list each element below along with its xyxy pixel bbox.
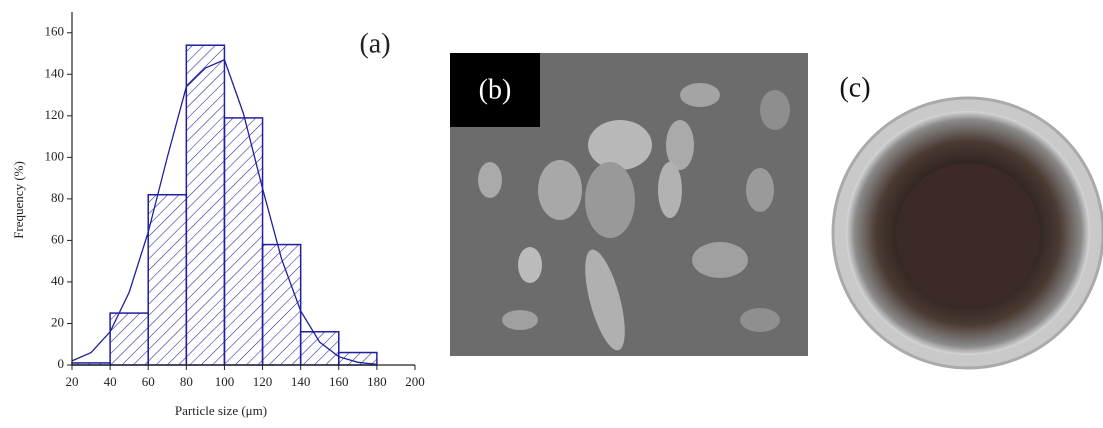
bar (147, 193, 188, 366)
y-axis-title: Frequency (%) (11, 161, 26, 239)
x-tick-label: 100 (215, 374, 235, 389)
y-tick-label: 40 (51, 273, 64, 288)
panel-label: (c) (839, 72, 870, 103)
x-tick-label: 140 (291, 374, 311, 389)
y-tick-label: 100 (45, 148, 65, 163)
y-tick-label: 80 (51, 190, 64, 205)
panel-label: (b) (479, 74, 512, 105)
y-tick-label: 60 (51, 231, 64, 246)
x-tick-label: 180 (367, 374, 387, 389)
bar (261, 243, 302, 366)
x-tick-label: 40 (104, 374, 117, 389)
x-tick-label: 80 (180, 374, 193, 389)
bar (299, 331, 340, 366)
bar (223, 117, 264, 366)
x-tick-label: 60 (142, 374, 155, 389)
panel-annotation: (a) (359, 28, 390, 59)
x-tick-label: 160 (329, 374, 349, 389)
bar (185, 44, 226, 366)
dish-photo: (c) (831, 72, 1103, 370)
sem-image: (b) (450, 53, 808, 356)
x-tick-label: 120 (253, 374, 273, 389)
x-axis-title: Particle size (μm) (175, 403, 267, 418)
x-tick-label: 20 (66, 374, 79, 389)
y-tick-label: 0 (58, 356, 65, 371)
y-tick-label: 160 (45, 24, 65, 39)
y-tick-label: 120 (45, 107, 65, 122)
y-tick-label: 20 (51, 314, 64, 329)
y-tick-label: 140 (45, 65, 65, 80)
x-tick-label: 200 (405, 374, 425, 389)
fit-curve (71, 58, 377, 366)
